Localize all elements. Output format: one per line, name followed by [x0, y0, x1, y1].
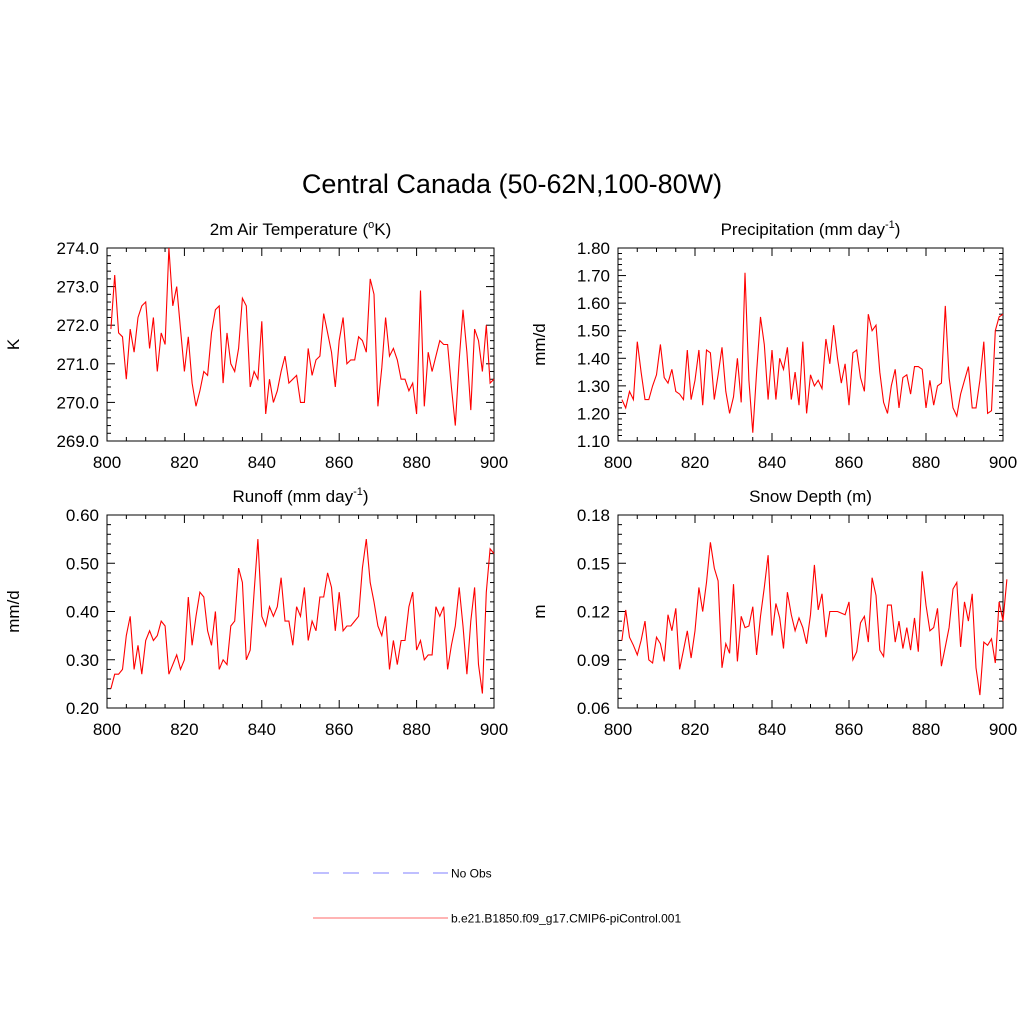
x-tick-label: 900 — [989, 720, 1017, 739]
panel-title-tail: K) — [374, 220, 391, 239]
x-tick-label: 880 — [402, 720, 430, 739]
y-tick-label: 0.20 — [66, 699, 99, 718]
x-tick-label: 800 — [604, 720, 632, 739]
y-axis-label: mm/d — [4, 590, 23, 633]
y-tick-label: 269.0 — [56, 432, 99, 451]
legend: No Obs b.e21.B1850.f09_g17.CMIP6-piContr… — [313, 867, 681, 926]
x-tick-label: 820 — [681, 453, 709, 472]
x-tick-label: 880 — [912, 453, 940, 472]
y-axis-label: mm/d — [530, 323, 549, 366]
x-tick-label: 860 — [835, 720, 863, 739]
x-tick-label: 900 — [480, 453, 508, 472]
panel-title-tail: ) — [895, 220, 901, 239]
panel-title-main: Snow Depth (m) — [749, 487, 872, 506]
y-tick-label: 271.0 — [56, 355, 99, 374]
y-tick-label: 0.09 — [577, 651, 610, 670]
y-tick-label: 274.0 — [56, 239, 99, 258]
y-tick-label: 0.15 — [577, 554, 610, 573]
series-line — [110, 247, 495, 426]
x-tick-label: 840 — [758, 453, 786, 472]
x-tick-label: 820 — [681, 720, 709, 739]
y-tick-label: 0.60 — [66, 506, 99, 525]
panel-title: Precipitation (mm day-1) — [721, 219, 901, 239]
y-tick-label: 270.0 — [56, 393, 99, 412]
panel-title: Snow Depth (m) — [749, 487, 872, 506]
main-title: Central Canada (50-62N,100-80W) — [302, 169, 722, 199]
panels: 2m Air Temperature (oK)269.0270.0271.027… — [4, 219, 1017, 739]
panel-title-superscript: -1 — [353, 486, 363, 498]
y-tick-label: 1.50 — [577, 322, 610, 341]
x-tick-label: 800 — [604, 453, 632, 472]
x-tick-label: 800 — [93, 453, 121, 472]
y-tick-label: 0.18 — [577, 506, 610, 525]
legend-model-label: b.e21.B1850.f09_g17.CMIP6-piControl.001 — [451, 912, 681, 926]
y-tick-label: 1.10 — [577, 432, 610, 451]
y-tick-label: 1.60 — [577, 294, 610, 313]
y-tick-label: 0.50 — [66, 554, 99, 573]
x-tick-label: 840 — [248, 453, 276, 472]
y-tick-label: 272.0 — [56, 316, 99, 335]
y-tick-label: 1.20 — [577, 404, 610, 423]
x-tick-label: 860 — [325, 720, 353, 739]
x-tick-label: 880 — [912, 720, 940, 739]
x-tick-label: 900 — [989, 453, 1017, 472]
panel-2: Precipitation (mm day-1) 1.10 1.20 1.30 1.40… — [530, 219, 1017, 472]
panel-title-tail: ) — [363, 487, 369, 506]
series-line — [621, 272, 1004, 433]
panel-title-main: 2m Air Temperature ( — [210, 220, 369, 239]
x-tick-label: 860 — [835, 453, 863, 472]
panel-title-main: Precipitation (mm day — [721, 220, 886, 239]
y-tick-label: 1.40 — [577, 349, 610, 368]
panel-title-superscript: o — [368, 219, 374, 231]
panel-3: Runoff (mm day-1) 0.20 0.30 0.40 0.50 0.60 800… — [4, 486, 508, 739]
y-axis-label: K — [4, 338, 23, 350]
y-tick-label: 1.80 — [577, 239, 610, 258]
x-tick-label: 840 — [248, 720, 276, 739]
panel-title-main: Runoff (mm day — [232, 487, 353, 506]
panel-title: Runoff (mm day-1) — [232, 486, 368, 506]
y-tick-label: 1.30 — [577, 377, 610, 396]
y-tick-label: 0.30 — [66, 651, 99, 670]
panel-title: 2m Air Temperature (oK) — [210, 219, 392, 239]
plot-frame — [617, 247, 1004, 442]
series-line — [621, 542, 1008, 696]
x-tick-label: 900 — [480, 720, 508, 739]
panel-1: 2m Air Temperature (oK) 269.0 270.0 271.0 27… — [4, 219, 508, 472]
panel-title-superscript: -1 — [885, 219, 895, 231]
y-tick-label: 273.0 — [56, 278, 99, 297]
series-line — [110, 539, 495, 694]
x-tick-label: 880 — [402, 453, 430, 472]
y-tick-label: 0.06 — [577, 699, 610, 718]
x-tick-label: 840 — [758, 720, 786, 739]
panel-4: Snow Depth (m) 0.06 0.09 0.12 0.15 0.18 800 820… — [530, 487, 1017, 739]
y-tick-label: 0.12 — [577, 603, 610, 622]
x-tick-label: 860 — [325, 453, 353, 472]
y-axis-label: m — [530, 604, 549, 618]
legend-obs-label: No Obs — [451, 867, 492, 881]
x-tick-label: 820 — [170, 720, 198, 739]
y-tick-label: 1.70 — [577, 267, 610, 286]
x-tick-label: 820 — [170, 453, 198, 472]
y-tick-label: 0.40 — [66, 603, 99, 622]
x-tick-label: 800 — [93, 720, 121, 739]
